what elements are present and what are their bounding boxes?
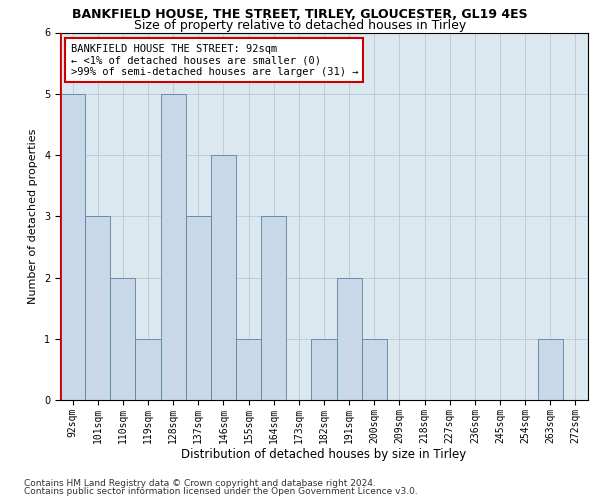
Bar [362, 339, 387, 400]
Bar [85, 216, 110, 400]
Bar [538, 339, 563, 400]
Text: BANKFIELD HOUSE THE STREET: 92sqm
← <1% of detached houses are smaller (0)
>99% : BANKFIELD HOUSE THE STREET: 92sqm ← <1% … [71, 44, 358, 76]
Bar [311, 339, 337, 400]
Text: BANKFIELD HOUSE, THE STREET, TIRLEY, GLOUCESTER, GL19 4ES: BANKFIELD HOUSE, THE STREET, TIRLEY, GLO… [72, 8, 528, 20]
X-axis label: Distribution of detached houses by size in Tirley: Distribution of detached houses by size … [181, 448, 467, 462]
Bar [60, 94, 85, 400]
Bar [211, 155, 236, 400]
Bar [337, 278, 362, 400]
Bar [136, 339, 161, 400]
Text: Contains HM Land Registry data © Crown copyright and database right 2024.: Contains HM Land Registry data © Crown c… [24, 478, 376, 488]
Bar [186, 216, 211, 400]
Y-axis label: Number of detached properties: Number of detached properties [28, 128, 38, 304]
Bar [261, 216, 286, 400]
Bar [161, 94, 186, 400]
Text: Size of property relative to detached houses in Tirley: Size of property relative to detached ho… [134, 19, 466, 32]
Bar [236, 339, 261, 400]
Text: Contains public sector information licensed under the Open Government Licence v3: Contains public sector information licen… [24, 488, 418, 496]
Bar [110, 278, 136, 400]
